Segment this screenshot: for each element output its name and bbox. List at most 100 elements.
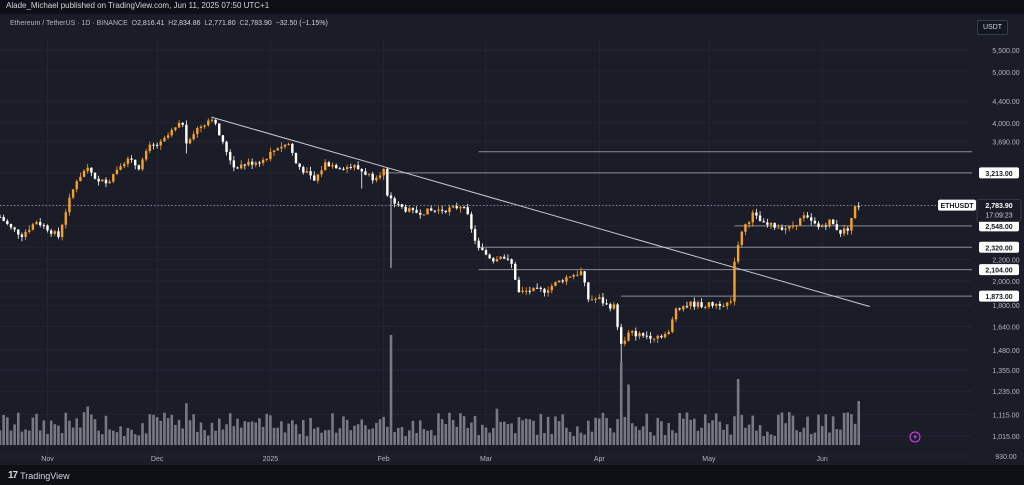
volume-bar (645, 413, 649, 445)
trendline[interactable] (211, 116, 870, 307)
level-price-tag: 1,873.00 (985, 294, 1012, 301)
volume-bar (0, 430, 2, 445)
tradingview-logo[interactable]: 17 TradingView (8, 470, 70, 481)
volume-bar (627, 384, 630, 445)
volume-bar (320, 432, 323, 445)
candle-body (678, 308, 681, 310)
volume-bar (283, 432, 287, 445)
volume-bar (842, 412, 846, 445)
volume-bar (27, 430, 31, 445)
volume-bar (236, 418, 239, 445)
volume-bar (426, 430, 429, 445)
volume-bar (495, 408, 499, 445)
horizontal-levels[interactable] (0, 151, 972, 297)
open-value: 2,816.41 (137, 20, 165, 27)
volume-bar (375, 422, 378, 445)
candle-body (707, 302, 711, 307)
candle-body (375, 177, 378, 181)
candle-body (141, 159, 144, 170)
volume-bar (342, 416, 345, 445)
candle-body (623, 340, 627, 344)
candle-body (79, 176, 82, 182)
volume-bar (101, 434, 104, 445)
symbol-tag: ETHUSDT (940, 203, 974, 210)
candle-body (82, 170, 86, 177)
candle-body (524, 290, 528, 292)
volume-bar (736, 379, 740, 445)
volume-bar (649, 431, 652, 445)
price-tick-label: 5,500.00 (992, 48, 1019, 55)
candle-body (123, 163, 126, 167)
currency-button[interactable]: USDT (977, 20, 1008, 35)
candle-body (806, 215, 809, 218)
candle-body (265, 159, 268, 161)
volume-bar (422, 429, 426, 445)
candle-body (459, 207, 462, 209)
price-tick-label: 4,400.00 (992, 99, 1019, 106)
time-tick-label: Dec (151, 456, 164, 463)
volume-bar (327, 429, 331, 445)
candle-body (261, 159, 265, 163)
volume-bar (49, 420, 53, 445)
candle-body (389, 195, 393, 199)
volume-bar (141, 423, 144, 445)
volume-bar (82, 412, 86, 445)
volume-bar (466, 427, 470, 445)
candle-body (163, 137, 166, 142)
symbol-tag-bg (938, 199, 976, 211)
price-axis[interactable]: 5,500.00 5,000.00 4,400.00 4,000.00 3,690.00… (979, 48, 1020, 461)
candle-body (338, 168, 342, 170)
candle-body (400, 204, 404, 207)
time-tick-label: Apr (594, 456, 606, 463)
last-price-value: 2,783.90 (985, 203, 1012, 210)
price-tick-label: 3,690.00 (992, 139, 1019, 146)
volume-bar (360, 419, 364, 445)
volume-bar (568, 431, 572, 445)
candle-body (378, 175, 382, 178)
candle-body (185, 124, 188, 144)
candle-body (543, 288, 546, 293)
volume-bar (104, 415, 108, 445)
candle-body (210, 119, 214, 121)
volume-bar (86, 406, 89, 445)
candle-body (49, 230, 53, 234)
volume-bar (689, 419, 692, 445)
volume-bar (535, 434, 539, 445)
countdown-label: 17:09:23 (985, 213, 1012, 220)
candle-body (609, 304, 612, 309)
price-tick-label: 2,200.00 (992, 257, 1019, 264)
candle-body (250, 161, 254, 165)
volume-bar (152, 414, 155, 445)
volume-bar (371, 428, 375, 445)
candle-body (360, 169, 363, 172)
time-axis[interactable]: Nov Dec 2025 Feb Mar Apr May Jun (41, 456, 828, 463)
volume-bar (239, 427, 243, 445)
candle-body (236, 167, 239, 169)
candle-body (426, 208, 429, 215)
candle-body (590, 299, 594, 301)
volume-bar (707, 423, 711, 445)
candle-body (700, 302, 703, 308)
volume-bar (196, 431, 199, 445)
price-tick-label: 1,480.00 (992, 348, 1019, 355)
trendline-segment (211, 116, 870, 307)
volume-bar (174, 424, 177, 445)
candle-body (302, 167, 305, 173)
candle-body (532, 287, 535, 292)
volume-bar (608, 427, 612, 445)
volume-bar (404, 436, 407, 445)
volume-bar (773, 435, 776, 445)
candle-body (831, 219, 835, 225)
candle-body (316, 174, 320, 181)
symbol-legend: Ethereum / TetherUS · 1D · BINANCE O2,81… (10, 20, 328, 27)
candle-body (766, 222, 769, 225)
candle-body (429, 208, 433, 211)
candle-body (462, 207, 466, 209)
candle-body (214, 119, 217, 124)
volume-bar (725, 424, 729, 445)
volume-bar (188, 420, 192, 445)
volume-bar (389, 335, 393, 445)
level-price-tag: 2,548.00 (985, 224, 1012, 231)
price-tick-label: 2,000.00 (992, 279, 1019, 286)
